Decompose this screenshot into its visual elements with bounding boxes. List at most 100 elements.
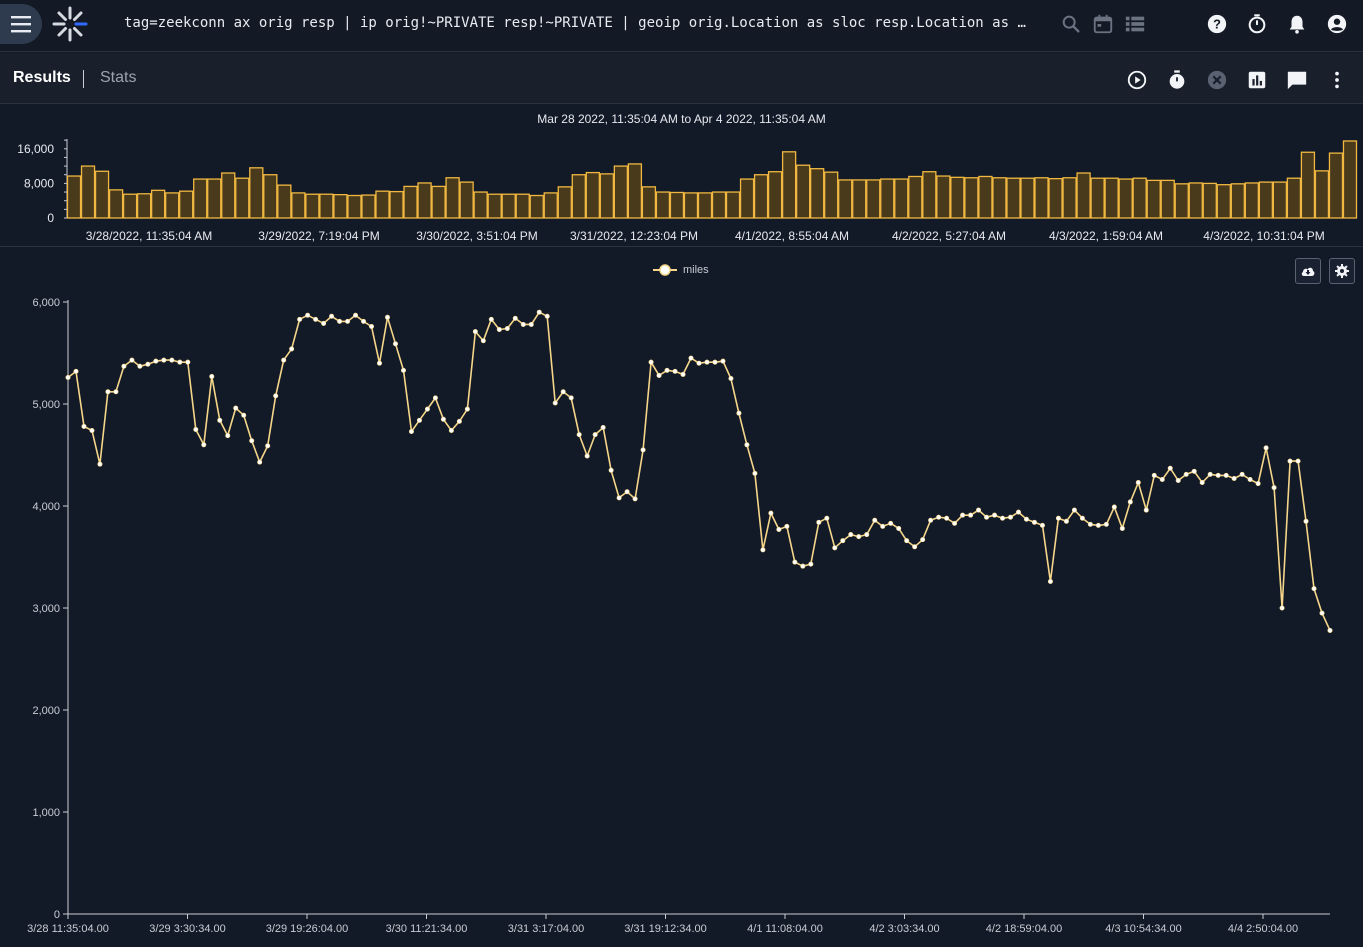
timer-button[interactable]: [1245, 12, 1269, 36]
data-point: [193, 427, 199, 433]
overview-bar: [473, 191, 488, 219]
data-point: [1135, 480, 1141, 486]
overview-bar: [964, 177, 979, 219]
y-tick-label: 4,000: [32, 501, 60, 513]
data-point: [776, 526, 782, 532]
x-tick-label: 3/29 3:30:34.00: [149, 923, 225, 935]
data-point: [504, 326, 510, 332]
data-point: [1287, 458, 1293, 464]
overview-bar: [122, 193, 138, 219]
data-point: [992, 512, 998, 518]
data-point: [1167, 465, 1173, 471]
overview-bar: [1034, 177, 1049, 219]
data-point: [664, 367, 670, 373]
legend-label-miles: miles: [683, 264, 709, 276]
chart-settings-button[interactable]: [1329, 258, 1355, 284]
data-point: [616, 495, 622, 501]
overview-bar: [599, 173, 614, 219]
data-point: [912, 544, 918, 550]
data-point: [1327, 627, 1333, 633]
data-point: [976, 507, 982, 513]
history-list-button[interactable]: [1123, 12, 1147, 36]
notifications-button[interactable]: [1285, 12, 1309, 36]
data-point: [153, 358, 159, 364]
overview-bar: [1090, 177, 1105, 219]
data-point: [105, 389, 111, 395]
data-point: [209, 373, 215, 379]
overview-bar: [810, 168, 825, 219]
tab-results[interactable]: Results: [13, 69, 71, 86]
data-point: [233, 405, 239, 411]
results-toolbar: Results Stats: [0, 53, 1363, 104]
data-point: [1087, 521, 1093, 527]
data-point: [512, 315, 518, 321]
x-tick-label: 3/31 3:17:04.00: [508, 923, 584, 935]
overview-bar: [235, 177, 250, 219]
account-button[interactable]: [1325, 12, 1349, 36]
overview-bar: [1020, 177, 1035, 219]
search-button[interactable]: [1059, 12, 1083, 36]
y-tick-label: 1,000: [32, 807, 60, 819]
help-button[interactable]: ?: [1205, 12, 1229, 36]
data-point: [353, 312, 359, 318]
chart-view-button[interactable]: [1245, 68, 1269, 92]
data-point: [928, 517, 934, 523]
download-chart-button[interactable]: [1295, 258, 1321, 284]
overview-bar: [543, 192, 558, 219]
x-tick-label: 3/31 19:12:34.00: [624, 923, 707, 935]
data-point: [728, 376, 734, 382]
overview-bar: [1300, 151, 1316, 219]
query-input[interactable]: tag=zeekconn ax orig resp | ip orig!~PRI…: [124, 15, 1029, 31]
overview-bar: [571, 174, 586, 219]
time-range-label: Mar 28 2022, 11:35:04 AM to Apr 4 2022, …: [537, 112, 826, 126]
timeframe-button[interactable]: [1091, 12, 1115, 36]
data-point: [257, 459, 263, 465]
data-point: [752, 470, 758, 476]
overview-bar: [795, 164, 811, 219]
overview-bar: [1104, 177, 1119, 219]
cancel-search-button[interactable]: [1205, 68, 1229, 92]
data-point: [1295, 458, 1301, 464]
comment-button[interactable]: [1285, 68, 1309, 92]
overview-bar: [165, 192, 180, 219]
run-query-button[interactable]: [1125, 68, 1149, 92]
data-point: [1039, 522, 1045, 528]
data-point: [672, 368, 678, 374]
data-point: [1023, 516, 1029, 522]
overview-bar: [1160, 179, 1175, 219]
data-point: [576, 432, 582, 438]
data-point: [1103, 521, 1109, 527]
overview-bar: [739, 178, 755, 219]
overview-bar: [291, 192, 306, 219]
data-point: [377, 360, 383, 366]
overview-bar: [1314, 170, 1330, 219]
schedule-button[interactable]: [1165, 68, 1189, 92]
data-point: [744, 442, 750, 448]
help-icon: ?: [1207, 14, 1227, 34]
data-point: [1008, 514, 1014, 520]
data-point: [712, 359, 718, 365]
more-options-button[interactable]: [1325, 68, 1349, 92]
data-point: [800, 563, 806, 569]
data-point: [848, 532, 854, 538]
main-menu-button[interactable]: [0, 4, 42, 44]
data-point: [456, 418, 462, 424]
overview-bar: [389, 190, 404, 219]
data-point: [273, 393, 279, 399]
overview-x-tick-label: 3/30/2022, 3:51:04 PM: [416, 229, 537, 243]
overview-bar: [333, 193, 348, 219]
data-point: [392, 341, 398, 347]
miles-line-chart: miles 0 1,000 2,000 3,000 4,000 5,000 6,000 3/28…: [27, 264, 1333, 935]
data-point: [624, 489, 630, 495]
overview-bar: [375, 190, 390, 219]
overview-bar: [277, 184, 292, 219]
data-point: [345, 318, 351, 324]
data-point: [1223, 472, 1229, 478]
overview-chart[interactable]: 16,000 8,000 0 3/28/2022, 11:35:04 AM 3/29/2…: [0, 105, 1363, 247]
data-point: [1311, 586, 1317, 592]
data-point: [896, 525, 902, 531]
overview-bar: [66, 175, 82, 219]
tab-stats[interactable]: Stats: [100, 69, 137, 86]
overview-bar: [150, 189, 166, 219]
data-point: [688, 355, 694, 361]
